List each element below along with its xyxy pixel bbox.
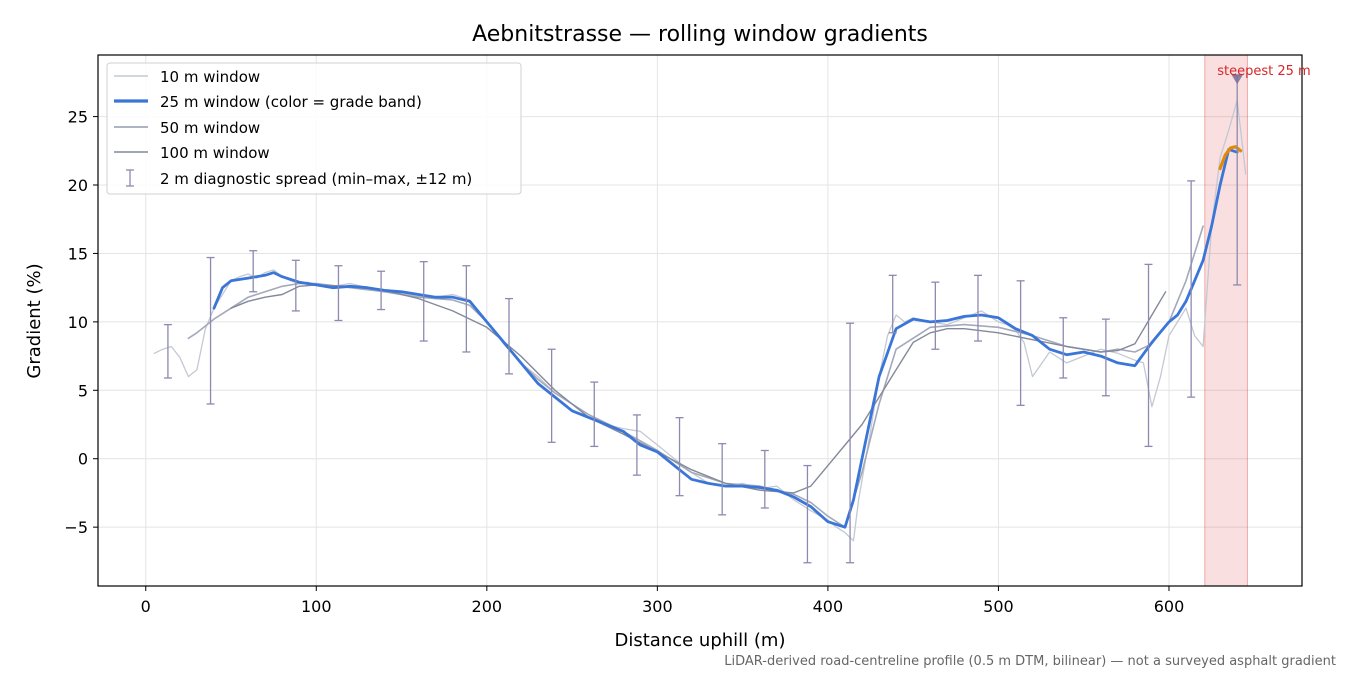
legend: 10 m window 25 m window (color = grade b… (106, 62, 522, 195)
error-bar (973, 274, 982, 342)
error-bar (760, 449, 769, 509)
series-lines (153, 99, 1247, 542)
error-bar (846, 322, 855, 564)
error-bar (377, 270, 386, 311)
error-bar (1144, 263, 1153, 448)
y-tick-label: 10 (68, 313, 88, 332)
series-line-1 (212, 147, 1239, 529)
x-tick-label: 200 (472, 597, 503, 616)
error-bar (888, 274, 897, 334)
x-tick-label: 0 (141, 597, 151, 616)
legend-label-errorbar: 2 m diagnostic spread (min–max, ±12 m) (160, 170, 472, 188)
y-tick-label: 0 (78, 450, 88, 469)
footnote: LiDAR-derived road-centreline profile (0… (724, 654, 1336, 669)
error-bar (1059, 317, 1068, 379)
x-tick-label: 400 (813, 597, 844, 616)
legend-label-10m: 10 m window (160, 68, 260, 86)
error-bar (249, 250, 258, 293)
error-bar (547, 348, 556, 443)
error-bar (803, 464, 812, 564)
steepest-marker (1231, 74, 1244, 85)
y-tick-label: 20 (68, 176, 88, 195)
error-bar (163, 323, 172, 379)
chart-title: Aebnitstrasse — rolling window gradients (472, 22, 928, 47)
legend-label-100m: 100 m window (160, 144, 270, 162)
legend-label-25m: 25 m window (color = grade band) (160, 93, 422, 111)
error-bar (931, 281, 940, 350)
y-tick-label: −5 (64, 518, 88, 537)
error-bars (163, 74, 1242, 564)
legend-label-50m: 50 m window (160, 119, 260, 137)
legend-frame (106, 62, 522, 195)
series-line-3 (230, 284, 1167, 494)
error-bar (419, 261, 428, 342)
x-tick-label: 500 (983, 597, 1014, 616)
error-bar (206, 256, 215, 405)
y-tick-label: 5 (78, 381, 88, 400)
y-axis-label: Gradient (%) (24, 263, 45, 378)
series-line-2 (187, 225, 1204, 529)
x-tick-label: 300 (642, 597, 673, 616)
error-bar (590, 381, 599, 448)
steepest-marker-triangle (1231, 74, 1244, 85)
y-tick-label: 25 (68, 108, 88, 127)
error-bar (504, 297, 513, 375)
error-bar (718, 443, 727, 516)
x-tick-label: 100 (301, 597, 332, 616)
error-bar (291, 259, 300, 312)
y-tick-label: 15 (68, 244, 88, 263)
steepest-label: steepest 25 m (1217, 64, 1310, 79)
error-bar (1016, 280, 1025, 407)
error-bar (632, 414, 641, 476)
error-bar (1187, 180, 1196, 398)
error-bar (675, 417, 684, 497)
highlight-band (1204, 54, 1248, 587)
error-bar (1101, 318, 1110, 397)
x-tick-label: 600 (1154, 597, 1185, 616)
y-axis: −5 0 5 10 15 20 25 (64, 108, 98, 537)
steepest-band (1204, 54, 1248, 587)
grid-lines (98, 55, 1302, 586)
error-bar (334, 265, 343, 322)
x-axis-label: Distance uphill (m) (615, 630, 786, 651)
plot-frame (97, 54, 1303, 587)
legend-swatch-errorbar (126, 169, 134, 187)
x-axis: 0 100 200 300 400 500 600 (141, 586, 1185, 616)
error-bar (462, 265, 471, 353)
